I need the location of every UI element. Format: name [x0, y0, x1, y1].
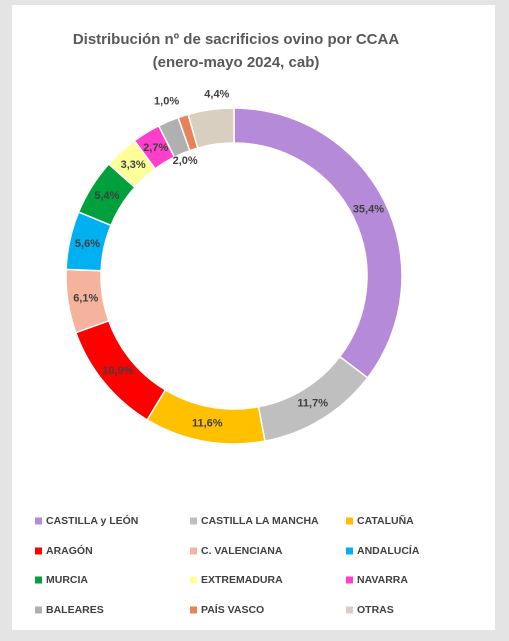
legend-label: CATALUÑA — [357, 514, 414, 527]
legend-swatch — [190, 576, 197, 584]
value-label: 10,9% — [102, 365, 133, 377]
legend-label: NAVARRA — [357, 574, 408, 586]
legend-swatch — [346, 576, 353, 584]
legend-label: BALEARES — [46, 604, 104, 616]
donut-segment — [187, 107, 235, 149]
legend-swatch — [35, 547, 42, 555]
legend-swatch — [190, 547, 197, 555]
value-label: 2,7% — [143, 142, 168, 154]
legend-swatch — [190, 517, 197, 525]
legend-label: ARAGÓN — [46, 544, 93, 557]
legend-label: EXTREMADURA — [201, 574, 283, 586]
legend-swatch — [190, 606, 197, 614]
value-label: 2,0% — [173, 155, 198, 167]
value-label: 4,4% — [204, 89, 229, 101]
value-label: 11,6% — [192, 418, 223, 430]
value-label: 1,0% — [154, 95, 179, 107]
value-label: 5,6% — [75, 238, 100, 250]
legend-swatch — [346, 517, 353, 525]
legend-label: MURCIA — [46, 574, 88, 586]
legend-label: CASTILLA y LEÓN — [46, 514, 138, 527]
value-label: 6,1% — [73, 293, 98, 305]
legend-label: PAÍS VASCO — [201, 603, 264, 616]
legend-label: ANDALUCÍA — [357, 544, 420, 557]
value-label: 11,7% — [297, 398, 328, 410]
legend-swatch — [35, 606, 42, 614]
legend-label: OTRAS — [357, 604, 394, 616]
value-label: 35,4% — [353, 203, 384, 215]
value-label: 5,4% — [94, 190, 119, 202]
legend-swatch — [346, 606, 353, 614]
legend-label: CASTILLA LA MANCHA — [201, 515, 319, 527]
legend-swatch — [35, 576, 42, 584]
chart-subtitle: (enero-mayo 2024, cab) — [153, 54, 320, 71]
chart-title: Distribución nº de sacrificios ovino por… — [73, 31, 400, 48]
legend-swatch — [35, 517, 42, 525]
value-label: 3,3% — [121, 159, 146, 171]
legend-label: C. VALENCIANA — [201, 545, 283, 557]
legend-swatch — [346, 547, 353, 555]
